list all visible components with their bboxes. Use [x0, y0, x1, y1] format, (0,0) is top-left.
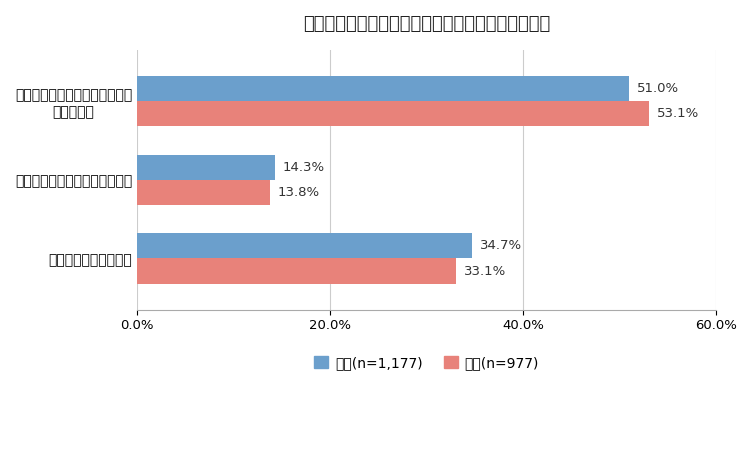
Bar: [137, 155, 275, 180]
Bar: [137, 258, 456, 284]
Bar: [137, 101, 650, 126]
Text: 14.3%: 14.3%: [283, 161, 325, 174]
Text: 53.1%: 53.1%: [657, 107, 699, 120]
Text: 51.0%: 51.0%: [637, 82, 679, 95]
Bar: [137, 180, 270, 205]
Text: 34.7%: 34.7%: [480, 239, 522, 253]
Title: お腹の不調についてあてはまるものはありますか？: お腹の不調についてあてはまるものはありますか？: [303, 15, 550, 33]
Text: 33.1%: 33.1%: [464, 265, 506, 277]
Bar: [137, 76, 629, 101]
Legend: 男性(n=1,177), 女性(n=977): 男性(n=1,177), 女性(n=977): [309, 350, 544, 375]
Bar: [137, 233, 472, 258]
Text: 13.8%: 13.8%: [278, 186, 320, 199]
